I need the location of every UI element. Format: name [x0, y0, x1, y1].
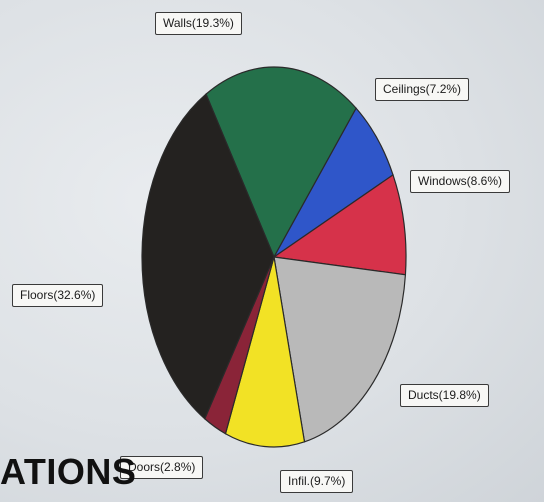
- slice-label-floors: Floors(32.6%): [12, 284, 104, 307]
- pie-slice-infil: [224, 256, 306, 448]
- slice-label-ceilings: Ceilings(7.2%): [375, 78, 470, 101]
- slice-label-walls: Walls(19.3%): [155, 12, 242, 35]
- pie-slice-ducts: [273, 256, 407, 443]
- slice-label-doors: Doors(2.8%): [120, 456, 204, 479]
- pie-slice-floors: [141, 93, 275, 420]
- slice-label-infil: Infil.(9.7%): [280, 470, 354, 493]
- pie-slices: [141, 66, 407, 448]
- pie-slice-walls: [205, 66, 357, 259]
- slice-label-windows: Windows(8.6%): [410, 170, 511, 193]
- slice-label-ducts: Ducts(19.8%): [400, 384, 489, 407]
- pie-slice-windows: [272, 173, 407, 276]
- section-heading: ATIONS: [0, 451, 137, 492]
